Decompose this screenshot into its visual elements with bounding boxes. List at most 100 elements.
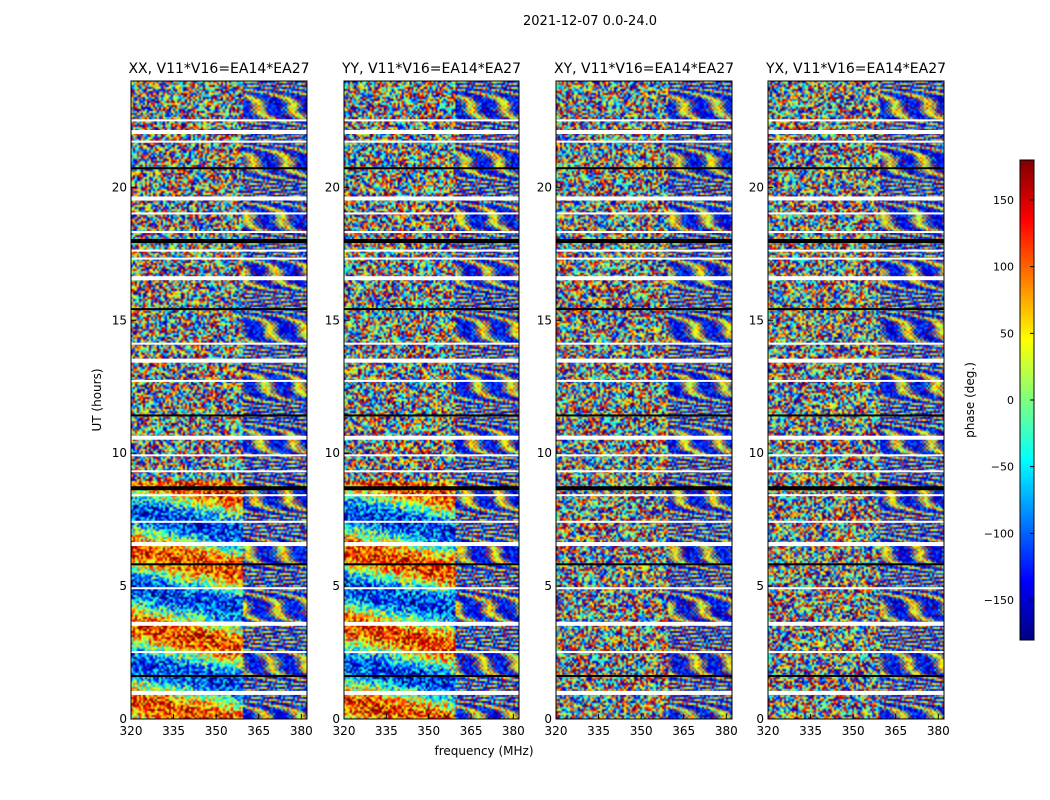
flag-strip: [344, 239, 519, 243]
flag-strip: [768, 379, 944, 382]
x-tick-label: 365: [672, 724, 695, 738]
flag-strip: [556, 674, 732, 677]
panel-title: XY, V11*V16=EA14*EA27: [554, 61, 734, 77]
axes-frame: [555, 80, 733, 720]
flag-strip: [768, 249, 944, 252]
panel-title: YY, V11*V16=EA14*EA27: [341, 61, 521, 77]
flag-strip: [131, 130, 307, 135]
flag-strip: [344, 379, 519, 382]
flag-strip: [556, 119, 732, 122]
flag-strip: [344, 231, 519, 234]
flag-strip: [556, 563, 732, 566]
y-tick-label: 20: [749, 180, 764, 194]
x-tick-label: 350: [842, 724, 865, 738]
flag-strip: [768, 257, 944, 260]
flag-strip: [768, 621, 944, 626]
flag-strip: [131, 308, 307, 311]
flag-strip: [556, 435, 732, 440]
flag-strip: [556, 257, 732, 260]
flag-strip: [556, 196, 732, 201]
x-tick-label: 365: [884, 724, 907, 738]
panel-1: YY, V11*V16=EA14*EA27 320 335 350 365 380 0 5 10…: [325, 61, 525, 738]
flag-strip: [344, 342, 519, 345]
flag-strip: [131, 249, 307, 252]
flag-strip: [344, 212, 519, 215]
flag-strip: [131, 435, 307, 440]
y-tick-label: 10: [325, 446, 340, 460]
flag-strip: [556, 651, 732, 654]
flag-strip: [344, 690, 519, 695]
flag-strip: [768, 414, 944, 417]
x-tick-label: 335: [162, 724, 185, 738]
panel-2: XY, V11*V16=EA14*EA27 320 335 350 365 380 0 5 10…: [537, 61, 738, 738]
flag-strip: [768, 308, 944, 311]
flag-strip: [768, 231, 944, 234]
x-tick-label: 380: [715, 724, 738, 738]
heatmap-image: [131, 81, 307, 719]
flag-strip: [131, 231, 307, 234]
heatmap-image: [556, 81, 732, 719]
flag-strip: [768, 470, 944, 473]
colorbar-tick-label: 100: [993, 261, 1014, 274]
x-tick-label: 380: [290, 724, 313, 738]
flag-strip: [344, 520, 519, 523]
flag-strip: [344, 140, 519, 143]
flag-strip: [344, 119, 519, 122]
colorbar-label: phase (deg.): [963, 362, 977, 438]
flag-strip: [344, 542, 519, 547]
flag-strip: [131, 587, 307, 590]
y-tick-label: 0: [119, 712, 127, 726]
colorbar-tick-label: 150: [993, 194, 1014, 207]
x-tick-label: 365: [247, 724, 270, 738]
flag-strip: [556, 130, 732, 135]
y-tick-label: 0: [544, 712, 552, 726]
flag-strip: [344, 674, 519, 677]
flag-strip: [556, 690, 732, 695]
x-tick-label: 380: [927, 724, 950, 738]
flag-strip: [556, 239, 732, 243]
x-tick-label: 320: [757, 724, 780, 738]
flag-strip: [556, 276, 732, 281]
flag-strip: [131, 119, 307, 122]
flag-strip: [768, 563, 944, 566]
y-tick-label: 15: [112, 313, 127, 327]
flag-strip: [131, 563, 307, 566]
flag-strip: [768, 520, 944, 523]
flag-strip: [344, 494, 519, 497]
x-tick-label: 350: [630, 724, 653, 738]
colorbar: 150 100 50 0 −50 −100 −150 phase (deg.): [963, 159, 1035, 641]
colorbar-tick-label: −50: [991, 461, 1014, 474]
flag-strip: [556, 587, 732, 590]
flag-strip: [344, 308, 519, 311]
y-tick-label: 10: [749, 446, 764, 460]
flag-strip: [768, 435, 944, 440]
y-tick-label: 15: [749, 313, 764, 327]
flag-strip: [131, 414, 307, 417]
flag-strip: [131, 342, 307, 345]
axes-frame: [130, 80, 308, 720]
y-tick-label: 15: [537, 313, 552, 327]
flag-strip: [556, 249, 732, 252]
flag-strip: [556, 470, 732, 473]
flag-strip: [768, 167, 944, 170]
flag-strip: [131, 542, 307, 547]
flag-strip: [344, 167, 519, 170]
flag-strip: [768, 674, 944, 677]
flag-strip: [131, 486, 307, 491]
flag-strip: [768, 651, 944, 654]
heatmap-image: [344, 81, 519, 719]
flag-strip: [131, 690, 307, 695]
flag-strip: [556, 454, 732, 457]
flag-strip: [768, 140, 944, 143]
flag-strip: [131, 494, 307, 497]
heatmap-image: [768, 81, 944, 719]
flag-strip: [556, 621, 732, 626]
flag-strip: [344, 651, 519, 654]
x-tick-label: 335: [587, 724, 610, 738]
flag-strip: [768, 486, 944, 491]
flag-strip: [344, 435, 519, 440]
x-tick-label: 320: [120, 724, 143, 738]
colorbar-tick-label: −100: [984, 527, 1014, 540]
flag-strip: [131, 239, 307, 243]
panel-0: XX, V11*V16=EA14*EA27 320 335 350 365 380 0 5 10…: [112, 61, 313, 738]
